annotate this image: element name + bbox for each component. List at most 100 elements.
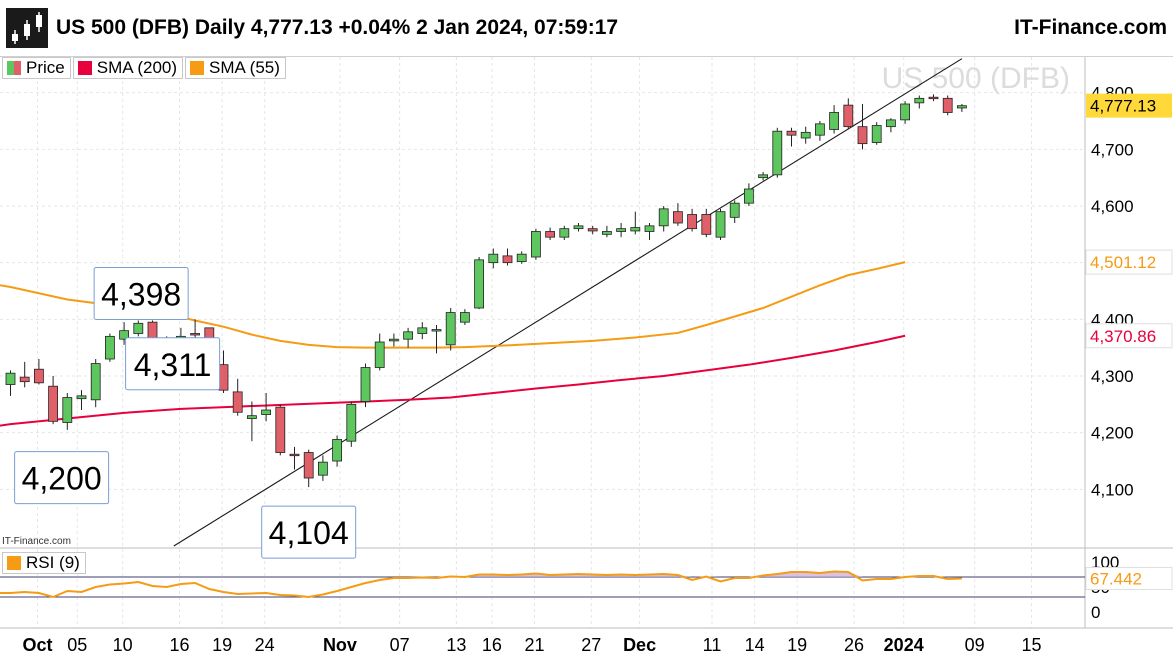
candle-body (488, 253, 499, 264)
candle-body (232, 391, 243, 413)
candle-body (857, 126, 868, 145)
candle-body (474, 259, 485, 309)
legend-rsi-swatch-icon (7, 556, 21, 570)
annotation-label: 4,398 (101, 276, 181, 312)
legend-sma55-label: SMA (55) (209, 58, 280, 77)
annotation-label: 4,200 (22, 461, 102, 497)
time-tick-label: 10 (113, 635, 133, 655)
candle-body (388, 338, 399, 342)
candle-body (900, 103, 910, 121)
price-tick-label: 4,100 (1091, 480, 1134, 499)
candle-body (360, 367, 371, 402)
candle-body (829, 112, 839, 130)
candle-body (630, 227, 641, 232)
candle-body (34, 368, 44, 384)
candle-body (332, 439, 343, 462)
legend-sma55-swatch-icon (190, 61, 205, 75)
time-tick-label: Dec (623, 635, 656, 655)
sma55-tag-label: 4,501.12 (1090, 253, 1156, 272)
candle-body (346, 403, 357, 442)
price-tick-label: 4,200 (1091, 424, 1134, 443)
annotation-label: 4,104 (269, 515, 349, 551)
candle-body (374, 341, 385, 368)
time-tick-label: 16 (169, 635, 189, 655)
time-tick-label: 27 (581, 635, 601, 655)
candle-body (744, 188, 754, 204)
time-tick-label: 16 (482, 635, 502, 655)
time-tick-label: 07 (390, 635, 410, 655)
candle-body (715, 211, 726, 238)
time-tick-label: 13 (446, 635, 466, 655)
candle-body (573, 225, 584, 230)
time-tick-label: 14 (745, 635, 765, 655)
candle-body (545, 231, 555, 238)
time-tick-label: 19 (212, 635, 232, 655)
time-tick-label: 15 (1021, 635, 1041, 655)
candle-body (587, 228, 598, 232)
rsi-value-tag-label: 67.442 (1090, 570, 1142, 589)
legend-rsi-label: RSI (9) (26, 553, 80, 572)
legend-sma200-label: SMA (200) (96, 58, 178, 77)
time-tick-label: Oct (22, 635, 52, 655)
candle-body (673, 211, 683, 224)
rsi-legend: RSI (9) (2, 552, 88, 574)
candle-body (459, 312, 470, 323)
candle-body (289, 453, 300, 457)
legend-item-sma200[interactable]: SMA (200) (72, 57, 184, 79)
candle-body (800, 131, 811, 139)
trendline (173, 58, 963, 547)
candle-body (616, 228, 626, 232)
candle-body (119, 330, 129, 340)
chart-watermark: US 500 (DFB) (882, 62, 1070, 95)
candle-body (729, 202, 740, 218)
candle-body (261, 409, 272, 415)
candle-body (701, 214, 712, 235)
candle-body (843, 104, 854, 128)
annotation-box (93, 266, 189, 320)
candle-body (886, 119, 896, 128)
candle-body (602, 231, 612, 235)
candle-body (48, 385, 58, 422)
page-title: US 500 (DFB) Daily 4,777.13 +0.04% 2 Jan… (56, 16, 619, 39)
sma55-tag (1085, 249, 1173, 275)
rsi-overbought-fill (10, 571, 962, 577)
candle-body (19, 376, 30, 383)
time-tick-label: 26 (844, 635, 864, 655)
brand-name: IT-Finance.com (1014, 16, 1167, 39)
candle-body (786, 130, 797, 136)
candle-body (133, 322, 144, 334)
candle-body (772, 130, 783, 176)
time-tick-label: 21 (524, 635, 544, 655)
candle-body (957, 105, 967, 109)
legend-item-rsi[interactable]: RSI (9) (2, 552, 86, 574)
candle-body (658, 208, 669, 227)
candle-body (516, 253, 527, 262)
last-price-tag-label: 4,777.13 (1090, 97, 1156, 116)
candle-body (531, 231, 541, 258)
candle-body (317, 461, 328, 476)
candle-body (914, 97, 925, 104)
candle-body (417, 327, 428, 334)
legend-item-sma55[interactable]: SMA (55) (185, 57, 286, 79)
candle-body (502, 255, 513, 264)
rsi-value-tag (1085, 567, 1173, 590)
legend-price-swatch-icon (7, 61, 21, 75)
legend-item-price[interactable]: Price (2, 57, 71, 79)
candle-body (275, 406, 286, 453)
sma200-tag (1085, 323, 1173, 349)
time-tick-label: 09 (965, 635, 985, 655)
candle-body (815, 123, 825, 136)
candle-body (431, 329, 442, 332)
annotation-box (125, 337, 221, 391)
time-tick-label: 05 (67, 635, 87, 655)
candle-body (445, 312, 456, 346)
time-tick-label: 2024 (884, 635, 924, 655)
sma200-tag-label: 4,370.86 (1090, 327, 1156, 346)
candle-body (62, 397, 73, 423)
candle-body (76, 395, 87, 400)
candle-body (644, 225, 655, 232)
annotation-box (261, 505, 357, 559)
last-price-tag (1086, 93, 1172, 118)
candle-body (105, 335, 115, 360)
